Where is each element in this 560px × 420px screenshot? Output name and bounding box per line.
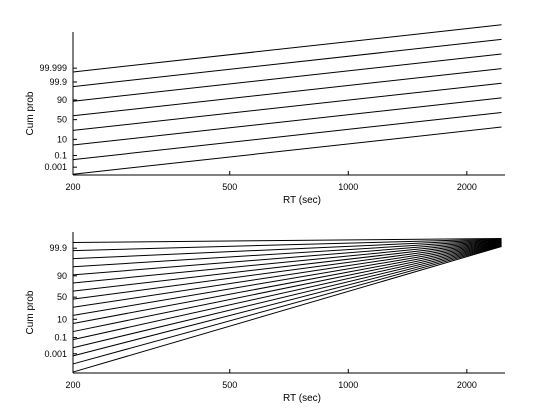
series-line: [72, 241, 502, 300]
y-tick-label: 90: [57, 95, 67, 105]
x-tick-label: 2000: [457, 380, 477, 390]
series-line: [72, 82, 502, 131]
y-tick-label: 99.999: [39, 63, 67, 73]
series-line: [72, 238, 502, 252]
x-tick-label: 500: [222, 182, 237, 192]
y-axis-label: Cum prob: [25, 290, 36, 334]
chart-panel-top: 200 500 1000 2000 0.001 0.1 10 50 90 99.9 99.999 RT…: [25, 24, 505, 206]
y-tick-label: 0.001: [44, 349, 67, 359]
x-tick-label: 200: [65, 380, 80, 390]
series-line: [72, 238, 502, 260]
series-line: [72, 237, 502, 243]
y-tick-label: 0.1: [54, 333, 67, 343]
series-line: [72, 242, 502, 324]
series-line: [72, 241, 502, 308]
series-line: [72, 239, 502, 276]
series-line: [72, 243, 502, 333]
series-line: [72, 111, 502, 161]
y-tick-label: 10: [57, 314, 67, 324]
series-line: [72, 240, 502, 284]
y-tick-label: 10: [57, 134, 67, 144]
chart-panel-bottom: 200 500 1000 2000 0.001 0.1 10 50 90 99.9 RT (sec)…: [25, 232, 505, 404]
series-line: [72, 97, 502, 146]
series-line: [72, 126, 502, 175]
series-line: [72, 38, 502, 88]
y-axis-label: Cum prob: [25, 91, 36, 135]
series-line: [72, 243, 502, 341]
x-axis-label: RT (sec): [283, 393, 321, 404]
y-tick-label: 99.9: [49, 243, 67, 253]
y-tick-label: 0.001: [44, 162, 67, 172]
series-line: [72, 239, 502, 268]
series-line: [72, 244, 502, 349]
series-line: [72, 53, 502, 102]
x-tick-label: 500: [222, 380, 237, 390]
series-line: [72, 246, 502, 373]
x-tick-label: 200: [65, 182, 80, 192]
x-tick-label: 1000: [338, 380, 358, 390]
y-tick-label: 90: [57, 271, 67, 281]
x-tick-label: 2000: [457, 182, 477, 192]
series-line: [72, 244, 502, 357]
series-line: [72, 68, 502, 117]
series-line: [72, 240, 502, 292]
y-tick-label: 50: [57, 292, 67, 302]
series-line: [72, 245, 502, 365]
series-line: [72, 24, 502, 73]
y-tick-label: 99.9: [49, 77, 67, 87]
series-line: [72, 242, 502, 316]
x-axis-label: RT (sec): [283, 195, 321, 206]
y-tick-label: 50: [57, 115, 67, 125]
y-tick-label: 0.1: [54, 150, 67, 160]
x-tick-label: 1000: [338, 182, 358, 192]
